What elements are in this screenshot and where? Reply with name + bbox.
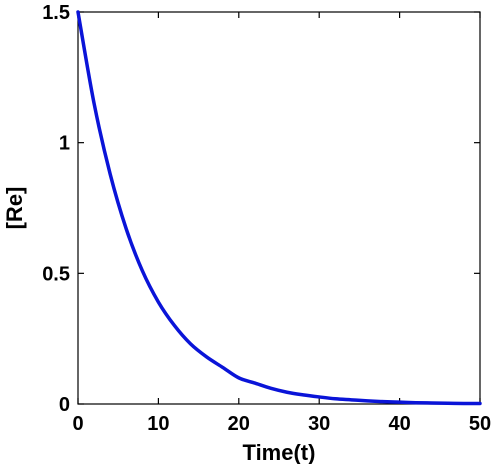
series-line xyxy=(76,10,482,406)
x-tick-label: 30 xyxy=(308,413,330,435)
x-tick-label: 50 xyxy=(469,413,491,435)
x-tick-label: 40 xyxy=(388,413,410,435)
y-tick-label: 1.5 xyxy=(42,2,70,24)
series-layer xyxy=(76,10,482,406)
y-axis-label: [Re] xyxy=(2,187,27,230)
x-tick-label: 20 xyxy=(228,413,250,435)
x-tick-label: 0 xyxy=(72,413,83,435)
x-axis-label: Time(t) xyxy=(243,440,316,464)
plot-area xyxy=(77,11,481,405)
y-tick-label: 0.5 xyxy=(42,263,70,285)
y-tick-label: 1 xyxy=(59,133,70,155)
axis-ticks: 0 10 20 30 40 50 0 0.5 1 1.5 xyxy=(42,2,491,435)
x-tick-label: 10 xyxy=(147,413,169,435)
y-tick-label: 0 xyxy=(59,394,70,416)
plot-frame xyxy=(77,11,481,405)
